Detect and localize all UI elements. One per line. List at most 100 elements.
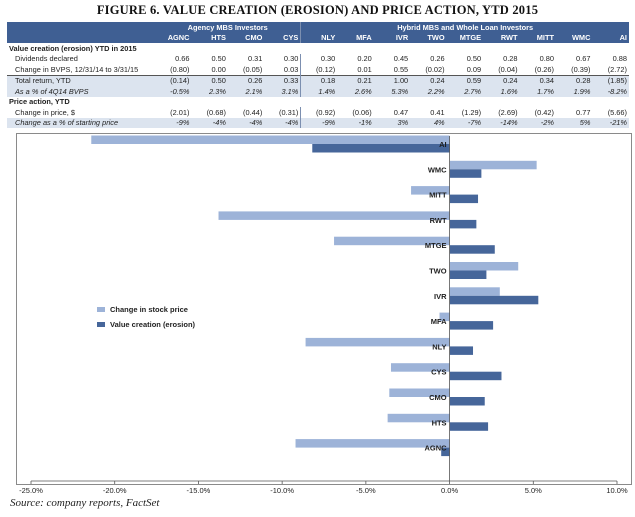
row-label: Change in price, $ bbox=[15, 107, 75, 117]
cell-value: -0.5% bbox=[155, 86, 192, 97]
cell-value: 1.4% bbox=[300, 86, 338, 97]
cell-value: 1.7% bbox=[519, 86, 556, 97]
row-label: Total return, YTD bbox=[7, 74, 155, 86]
cell-value: (2.01) bbox=[170, 107, 190, 117]
bar-chart: AI WMC MITT RWT MTGE TWO IVR MFA NLY CYS CMO HTS AGN… bbox=[19, 135, 628, 495]
table-row: Change as a % of starting price -9% -4% -4%… bbox=[7, 117, 629, 128]
cell-value: 0.01 bbox=[357, 64, 372, 74]
cell-value: (0.12) bbox=[300, 64, 338, 75]
cell-value: -2% bbox=[519, 117, 556, 128]
category-label: CYS bbox=[431, 368, 446, 377]
cell-value: -9% bbox=[300, 117, 338, 128]
cell-value: 2.6% bbox=[337, 86, 374, 97]
legend-label: Change in stock price bbox=[110, 305, 188, 314]
cell-value: 0.34 bbox=[519, 74, 556, 86]
bar-value-wmc bbox=[449, 169, 482, 178]
bar-value-cys bbox=[449, 371, 502, 381]
cell-value: 0.20 bbox=[357, 54, 372, 64]
bar-price-rwt bbox=[218, 211, 450, 220]
cell-value: -21% bbox=[592, 117, 629, 128]
cell-value: -4% bbox=[191, 117, 228, 128]
category-label: AGNC bbox=[424, 444, 447, 453]
table-row: Dividends declared 0.66 0.50 0.31 0.30 0.30 0.… bbox=[7, 53, 629, 64]
bar-value-ai bbox=[312, 144, 450, 153]
legend-label: Value creation (erosion) bbox=[110, 320, 196, 329]
cell-value: 0.31 bbox=[247, 54, 263, 64]
ticker-header: WMC bbox=[555, 32, 593, 43]
cell-value: (0.02) bbox=[425, 64, 445, 74]
x-tick-label: -10.0% bbox=[270, 486, 294, 495]
bar-price-mtge bbox=[334, 236, 450, 246]
cell-value: 0.03 bbox=[283, 64, 299, 74]
cell-value: 0.41 bbox=[430, 107, 445, 117]
ticker-header-row: AGNC HTS CMO CYS NLY MFA IVR TWO MTGE RWT MITT WMC A… bbox=[7, 32, 629, 43]
ticker-header: MTGE bbox=[446, 32, 484, 43]
cell-value: (2.69) bbox=[498, 107, 518, 117]
cell-value: -9% bbox=[155, 117, 192, 128]
cell-value: 0.50 bbox=[211, 54, 226, 64]
ticker-header: MFA bbox=[337, 32, 374, 43]
bar-value-rwt bbox=[449, 219, 477, 229]
bar-value-nly bbox=[449, 346, 474, 355]
x-tick-label: 10.0% bbox=[606, 486, 628, 495]
bar-value-ivr bbox=[449, 295, 539, 305]
cell-value: (5.66) bbox=[607, 107, 627, 117]
cell-value: -8.2% bbox=[592, 86, 629, 97]
cell-value: 0.18 bbox=[300, 74, 338, 86]
bar-value-mitt bbox=[449, 194, 479, 204]
cell-value: 2.3% bbox=[191, 86, 228, 97]
cell-value: (0.80) bbox=[170, 64, 190, 74]
cell-value: 1.00 bbox=[373, 74, 411, 86]
cell-value: 0.30 bbox=[283, 54, 299, 64]
category-label: MTGE bbox=[425, 241, 447, 250]
row-label: Dividends declared bbox=[15, 54, 78, 64]
bar-value-two bbox=[449, 270, 487, 279]
cell-value: 0.26 bbox=[227, 74, 265, 86]
ticker-header: HTS bbox=[191, 32, 228, 43]
cell-value: 2.7% bbox=[446, 86, 484, 97]
source-note: Source: company reports, FactSet bbox=[10, 497, 160, 509]
cell-value: 0.26 bbox=[430, 54, 445, 64]
cell-value: 0.45 bbox=[393, 54, 409, 64]
corner-cell bbox=[7, 22, 155, 33]
x-tick-label: -25.0% bbox=[19, 486, 43, 495]
cell-value: (0.04) bbox=[498, 64, 518, 74]
ticker-header: CMO bbox=[227, 32, 265, 43]
cell-value: 4% bbox=[410, 117, 447, 128]
cell-value: (0.05) bbox=[243, 64, 263, 74]
bar-price-nly bbox=[305, 337, 450, 347]
category-label: RWT bbox=[430, 216, 447, 225]
category-label: HTS bbox=[432, 418, 447, 427]
ticker-header: AGNC bbox=[155, 32, 192, 43]
cell-value: (0.31) bbox=[279, 107, 299, 117]
ticker-header: MITT bbox=[519, 32, 556, 43]
legend-swatch-value bbox=[97, 322, 105, 327]
cell-value: (1.85) bbox=[592, 74, 629, 86]
cell-value: 0.67 bbox=[576, 54, 591, 64]
cell-value: (0.14) bbox=[155, 74, 192, 86]
cell-value: (0.68) bbox=[206, 107, 226, 117]
ticker-header: IVR bbox=[373, 32, 411, 43]
ticker-header: NLY bbox=[300, 32, 338, 43]
bar-value-mtge bbox=[449, 245, 495, 254]
category-label: TWO bbox=[429, 267, 447, 276]
ticker-header: TWO bbox=[410, 32, 447, 43]
cell-value: 5% bbox=[555, 117, 593, 128]
category-label: IVR bbox=[434, 292, 447, 301]
group-header-hybrid: Hybrid MBS and Whole Loan Investors bbox=[300, 22, 629, 33]
cell-value: 3% bbox=[373, 117, 411, 128]
cell-value: 0.00 bbox=[211, 64, 226, 74]
section-header: Value creation (erosion) YTD in 2015 bbox=[7, 43, 629, 54]
table-row: Total return, YTD (0.14) 0.50 0.26 0.33 0.18 0… bbox=[7, 74, 629, 86]
table-row: Change in BVPS, 12/31/14 to 3/31/15 (0.80… bbox=[7, 64, 629, 75]
table-row: As a % of 4Q14 BVPS -0.5% 2.3% 2.1% 3.1% 1.4%… bbox=[7, 86, 629, 97]
cell-value: 3.1% bbox=[264, 86, 301, 97]
bar-price-cys bbox=[390, 363, 450, 372]
cell-value: 0.88 bbox=[612, 54, 627, 64]
category-label: WMC bbox=[428, 165, 447, 174]
cell-value: -4% bbox=[264, 117, 301, 128]
bar-price-mfa bbox=[439, 312, 450, 322]
ticker-header: RWT bbox=[483, 32, 520, 43]
category-label: CMO bbox=[429, 393, 447, 402]
cell-value: 0.24 bbox=[483, 74, 520, 86]
